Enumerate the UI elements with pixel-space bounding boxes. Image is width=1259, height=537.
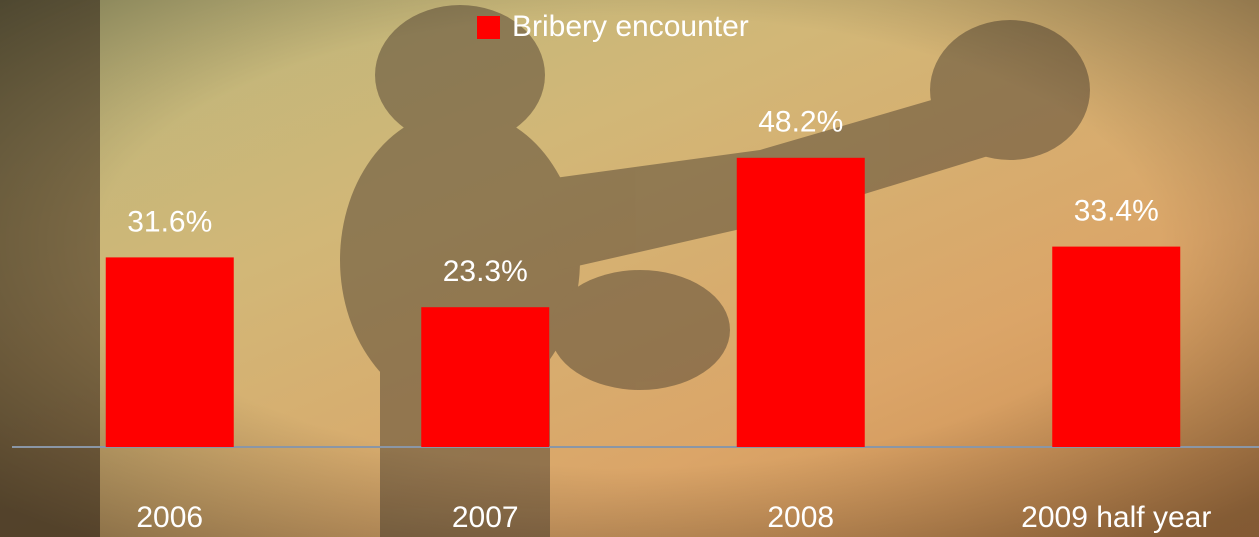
legend-label: Bribery encounter bbox=[512, 10, 749, 43]
data-label: 23.3% bbox=[443, 255, 528, 288]
x-tick-label: 2006 bbox=[136, 501, 203, 534]
legend-swatch bbox=[477, 16, 500, 39]
x-tick-label: 2008 bbox=[767, 501, 834, 534]
bar bbox=[1052, 246, 1181, 447]
data-label: 48.2% bbox=[758, 106, 843, 139]
bar bbox=[105, 257, 234, 447]
x-tick-label: 2009 half year bbox=[1021, 501, 1211, 534]
x-tick-label: 2007 bbox=[452, 501, 519, 534]
bar bbox=[736, 157, 865, 448]
bar bbox=[421, 307, 550, 447]
data-label: 31.6% bbox=[127, 205, 212, 238]
data-label: 33.4% bbox=[1074, 195, 1159, 228]
